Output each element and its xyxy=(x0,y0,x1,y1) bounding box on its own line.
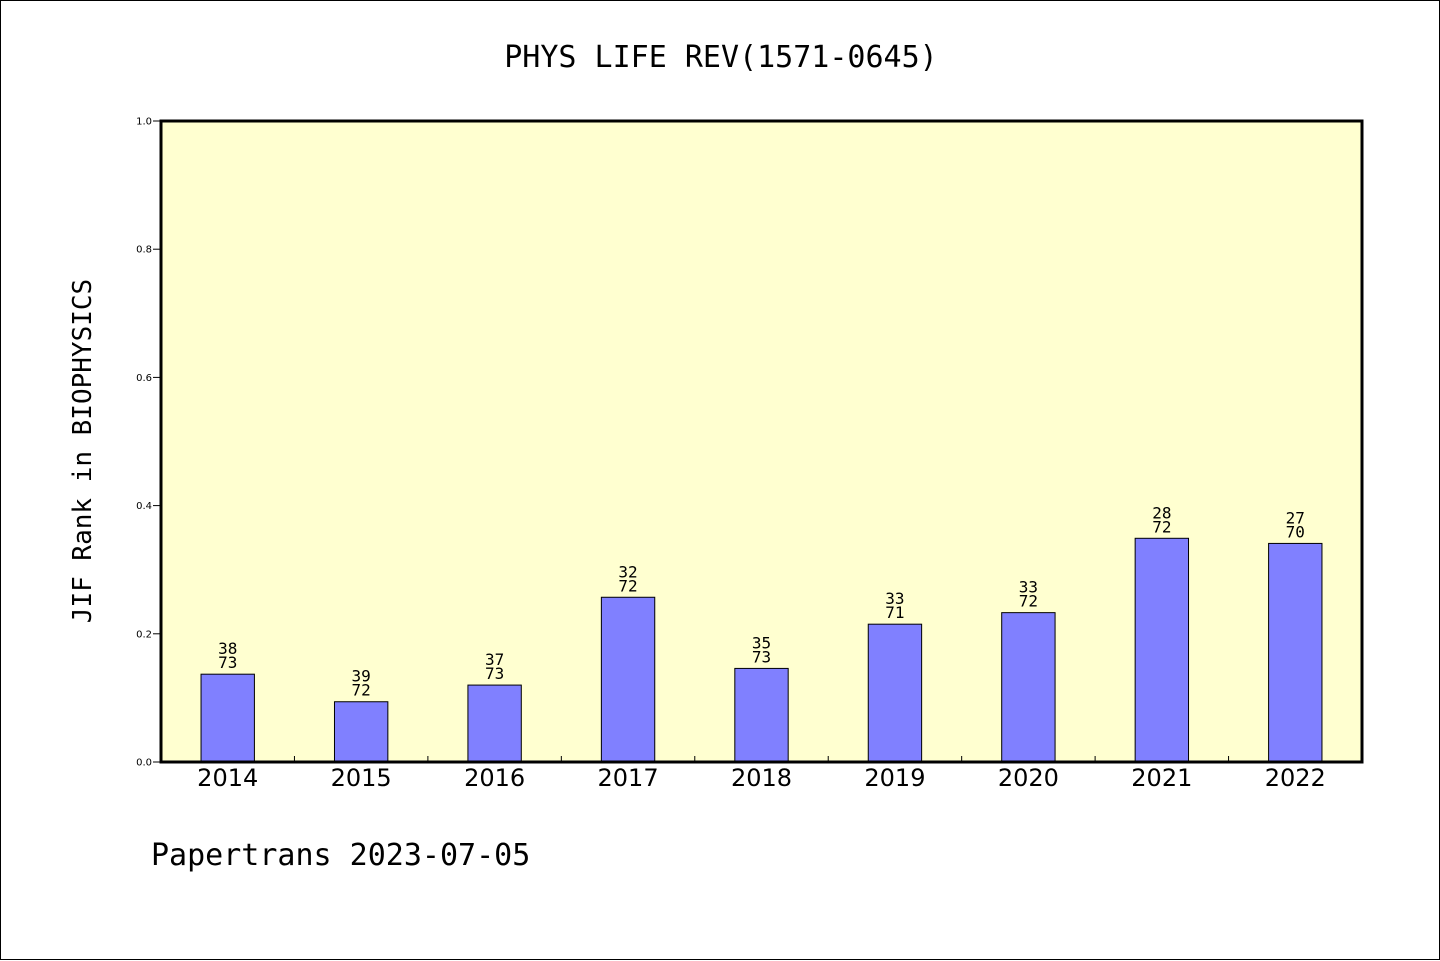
bar-rank-label: 27 xyxy=(1286,508,1305,527)
plot-border xyxy=(159,119,1364,764)
x-tick-label: 2021 xyxy=(1131,764,1192,792)
bar-total-label: 73 xyxy=(485,664,504,683)
bar-total-label: 71 xyxy=(885,603,904,622)
bar xyxy=(1268,542,1323,763)
y-axis: 0.0 0.2 0.4 0.6 0.8 1.0 xyxy=(136,117,161,769)
bar-rank-label: 32 xyxy=(618,562,637,581)
bar-total-label: 72 xyxy=(1019,592,1038,611)
bar xyxy=(600,596,656,763)
x-tick-label: 2014 xyxy=(197,764,258,792)
bar xyxy=(1134,537,1190,763)
bar xyxy=(734,667,789,763)
y-axis-label: JIF Rank in BIOPHYSICS xyxy=(68,279,98,623)
y-tick-label: 0.6 xyxy=(136,373,152,384)
x-tick-label: 2015 xyxy=(331,764,392,792)
x-tick-label: 2016 xyxy=(464,764,525,792)
bar-rank-label: 37 xyxy=(485,650,504,669)
bar-total-label: 70 xyxy=(1286,522,1305,541)
bar-rank-label: 35 xyxy=(752,633,771,652)
bar-total-label: 73 xyxy=(218,653,237,672)
bar-rank-label: 33 xyxy=(885,589,904,608)
y-tick-label: 1.0 xyxy=(136,117,152,128)
bar xyxy=(867,623,923,763)
x-axis: 2014 2015 2016 2017 2018 2019 2020 2021 2022 xyxy=(197,756,1326,792)
bar-rank-label: 33 xyxy=(1019,578,1038,597)
bar-rank-label: 39 xyxy=(352,667,371,686)
y-tick-label: 0.4 xyxy=(136,501,152,512)
bar xyxy=(467,684,522,763)
bar-total-label: 72 xyxy=(618,576,637,595)
footer-credit: Papertrans 2023-07-05 xyxy=(151,838,530,873)
bar xyxy=(1001,612,1056,763)
y-tick-label: 0.0 xyxy=(136,758,152,769)
bar-rank-label: 28 xyxy=(1152,503,1171,522)
y-tick-label: 0.8 xyxy=(136,245,152,256)
chart-title: PHYS LIFE REV(1571-0645) xyxy=(504,40,937,75)
bar-total-label: 73 xyxy=(752,647,771,666)
x-tick-label: 2022 xyxy=(1265,764,1326,792)
x-tick-label: 2020 xyxy=(998,764,1059,792)
bar-total-label: 72 xyxy=(1152,517,1171,536)
bar xyxy=(200,673,255,763)
bar-rank-label: 38 xyxy=(218,639,237,658)
x-tick-label: 2019 xyxy=(864,764,925,792)
bar xyxy=(333,701,389,763)
bar-total-label: 72 xyxy=(352,681,371,700)
x-tick-label: 2018 xyxy=(731,764,792,792)
y-tick-label: 0.2 xyxy=(136,629,152,640)
x-tick-label: 2017 xyxy=(598,764,659,792)
